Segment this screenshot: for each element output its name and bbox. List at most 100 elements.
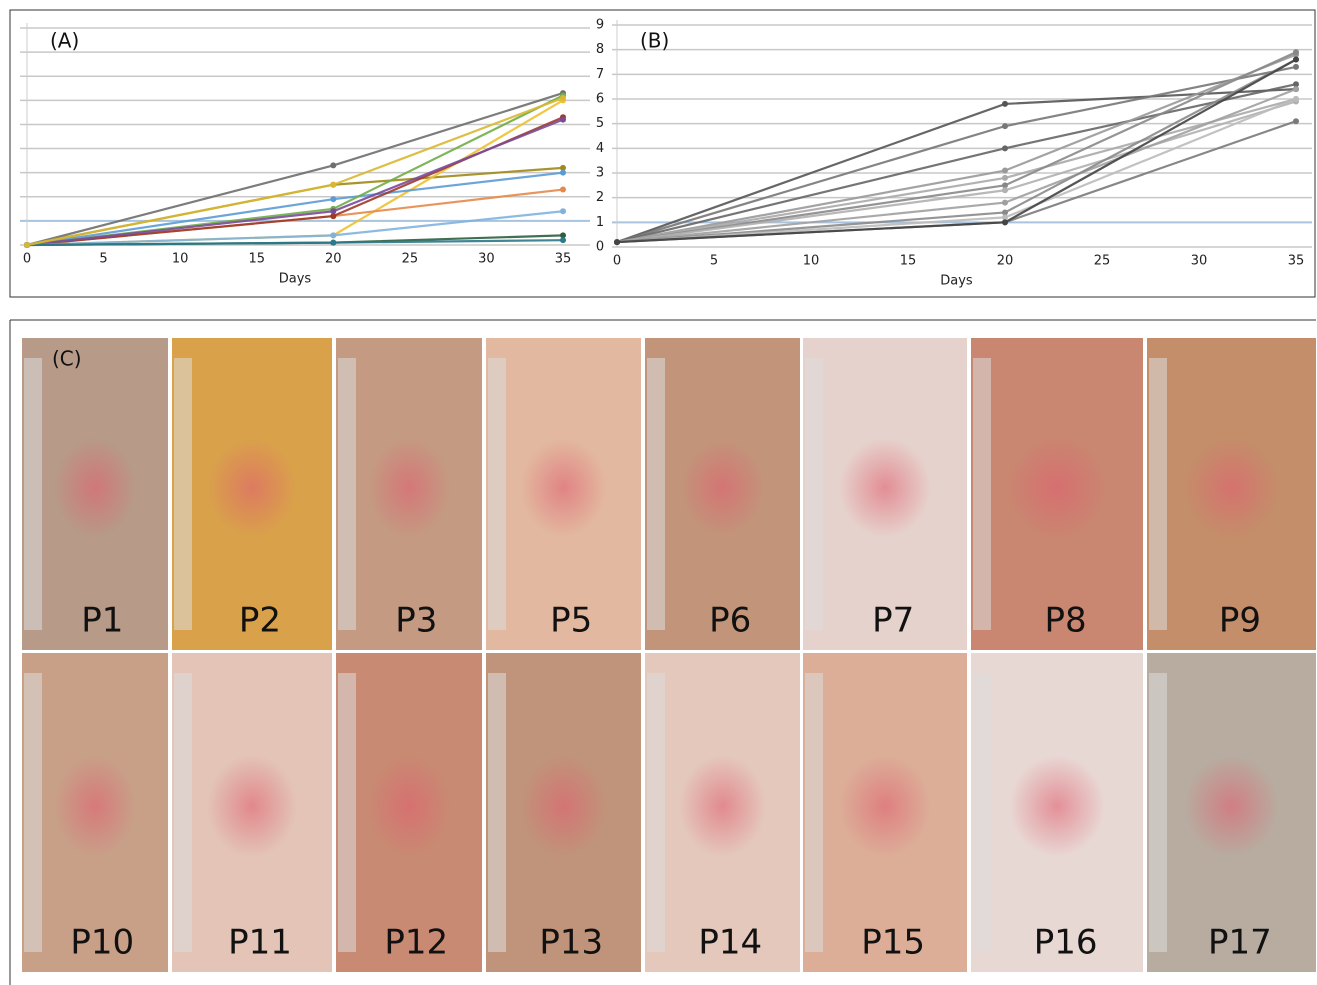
data-point <box>560 237 566 244</box>
y-tick-label: 1 <box>596 215 604 230</box>
x-tick-label: 25 <box>1094 254 1111 269</box>
photo-label: P6 <box>709 601 751 641</box>
x-tick-label: 25 <box>402 252 419 267</box>
data-point <box>1002 187 1008 194</box>
ruler <box>488 673 506 952</box>
erythema <box>368 437 450 538</box>
data-point <box>24 242 30 248</box>
data-point <box>1293 81 1299 88</box>
y-tick-label: 0 <box>596 240 604 255</box>
x-tick-label: 0 <box>23 252 31 267</box>
data-point <box>560 208 566 215</box>
data-point <box>330 239 337 246</box>
photo-label: P3 <box>395 601 437 641</box>
x-tick-label: 20 <box>325 252 342 267</box>
x-tick-label: 15 <box>900 254 917 269</box>
data-point <box>1293 118 1299 125</box>
ruler <box>174 358 192 630</box>
data-point <box>330 181 337 188</box>
panel-frame <box>9 9 1316 298</box>
photo-label: P9 <box>1219 601 1261 641</box>
y-tick-label: 4 <box>596 141 604 156</box>
erythema <box>839 437 931 538</box>
ruler <box>488 358 506 630</box>
erythema <box>1008 437 1106 538</box>
ruler <box>973 673 991 952</box>
erythema <box>54 437 136 538</box>
x-axis-label: Days <box>279 272 312 287</box>
erythema <box>1184 437 1279 538</box>
photo-label: P17 <box>1208 923 1272 963</box>
data-point <box>1002 100 1008 107</box>
data-point <box>1002 209 1008 216</box>
erythema <box>207 755 297 858</box>
series-line <box>616 51 1297 244</box>
photo-label: P16 <box>1034 923 1098 963</box>
x-tick-label: 5 <box>99 252 107 267</box>
erythema <box>520 437 607 538</box>
data-point <box>1002 145 1008 152</box>
panel-label: (C) <box>52 347 82 371</box>
ruler <box>647 358 665 630</box>
data-point <box>330 162 337 169</box>
ruler <box>338 358 356 630</box>
data-point <box>330 196 337 203</box>
data-point <box>330 208 337 215</box>
x-tick-label: 35 <box>555 252 572 267</box>
erythema <box>368 755 450 858</box>
photo-label: P1 <box>81 601 123 641</box>
data-point <box>1002 174 1008 181</box>
data-point <box>1293 63 1299 70</box>
data-point <box>1002 214 1008 221</box>
x-tick-label: 20 <box>997 254 1014 269</box>
y-tick-label: 8 <box>596 42 604 57</box>
x-tick-label: 30 <box>478 252 495 267</box>
erythema <box>679 437 766 538</box>
chart-title: (A) <box>50 29 79 53</box>
y-tick-label: 2 <box>596 190 604 205</box>
data-point <box>614 239 620 246</box>
y-tick-label: 9 <box>596 18 604 33</box>
y-tick-label: 7 <box>596 67 604 82</box>
chart-title: (B) <box>640 29 669 53</box>
erythema <box>839 755 931 858</box>
erythema <box>54 755 136 858</box>
photo-label: P10 <box>70 923 134 963</box>
ruler <box>24 358 42 630</box>
x-tick-label: 10 <box>172 252 189 267</box>
ruler <box>973 358 991 630</box>
data-point <box>1293 56 1299 63</box>
data-point <box>1002 182 1008 189</box>
data-point <box>560 169 566 176</box>
data-point <box>330 213 337 220</box>
x-tick-label: 10 <box>803 254 820 269</box>
ruler <box>338 673 356 952</box>
erythema <box>207 437 297 538</box>
ruler <box>805 673 823 952</box>
data-point <box>560 164 566 171</box>
photo-label: P14 <box>698 923 762 963</box>
ruler <box>1149 673 1167 952</box>
erythema <box>1184 755 1279 858</box>
data-point <box>1002 219 1008 226</box>
series-line <box>26 171 564 247</box>
series-line <box>26 92 564 247</box>
photo-grid: P1 P2 P3 P5 P6 P7 P8 P9 P10 P11 P12 P13 P14 P15 P16 P17 <box>22 338 1316 972</box>
x-tick-label: 5 <box>710 254 718 269</box>
x-tick-label: 35 <box>1288 254 1305 269</box>
data-point <box>1002 167 1008 174</box>
data-point <box>560 94 566 101</box>
data-point <box>1002 123 1008 130</box>
x-tick-label: 30 <box>1191 254 1208 269</box>
data-point <box>1293 49 1299 56</box>
photo-label: P15 <box>861 923 925 963</box>
data-point <box>560 186 566 193</box>
photo-label: P8 <box>1045 601 1087 641</box>
x-axis-label: Days <box>940 274 973 289</box>
data-point <box>330 232 337 239</box>
photo-label: P2 <box>239 601 281 641</box>
series-line <box>616 83 1297 244</box>
erythema <box>1008 755 1106 858</box>
photo-label: P7 <box>872 601 914 641</box>
